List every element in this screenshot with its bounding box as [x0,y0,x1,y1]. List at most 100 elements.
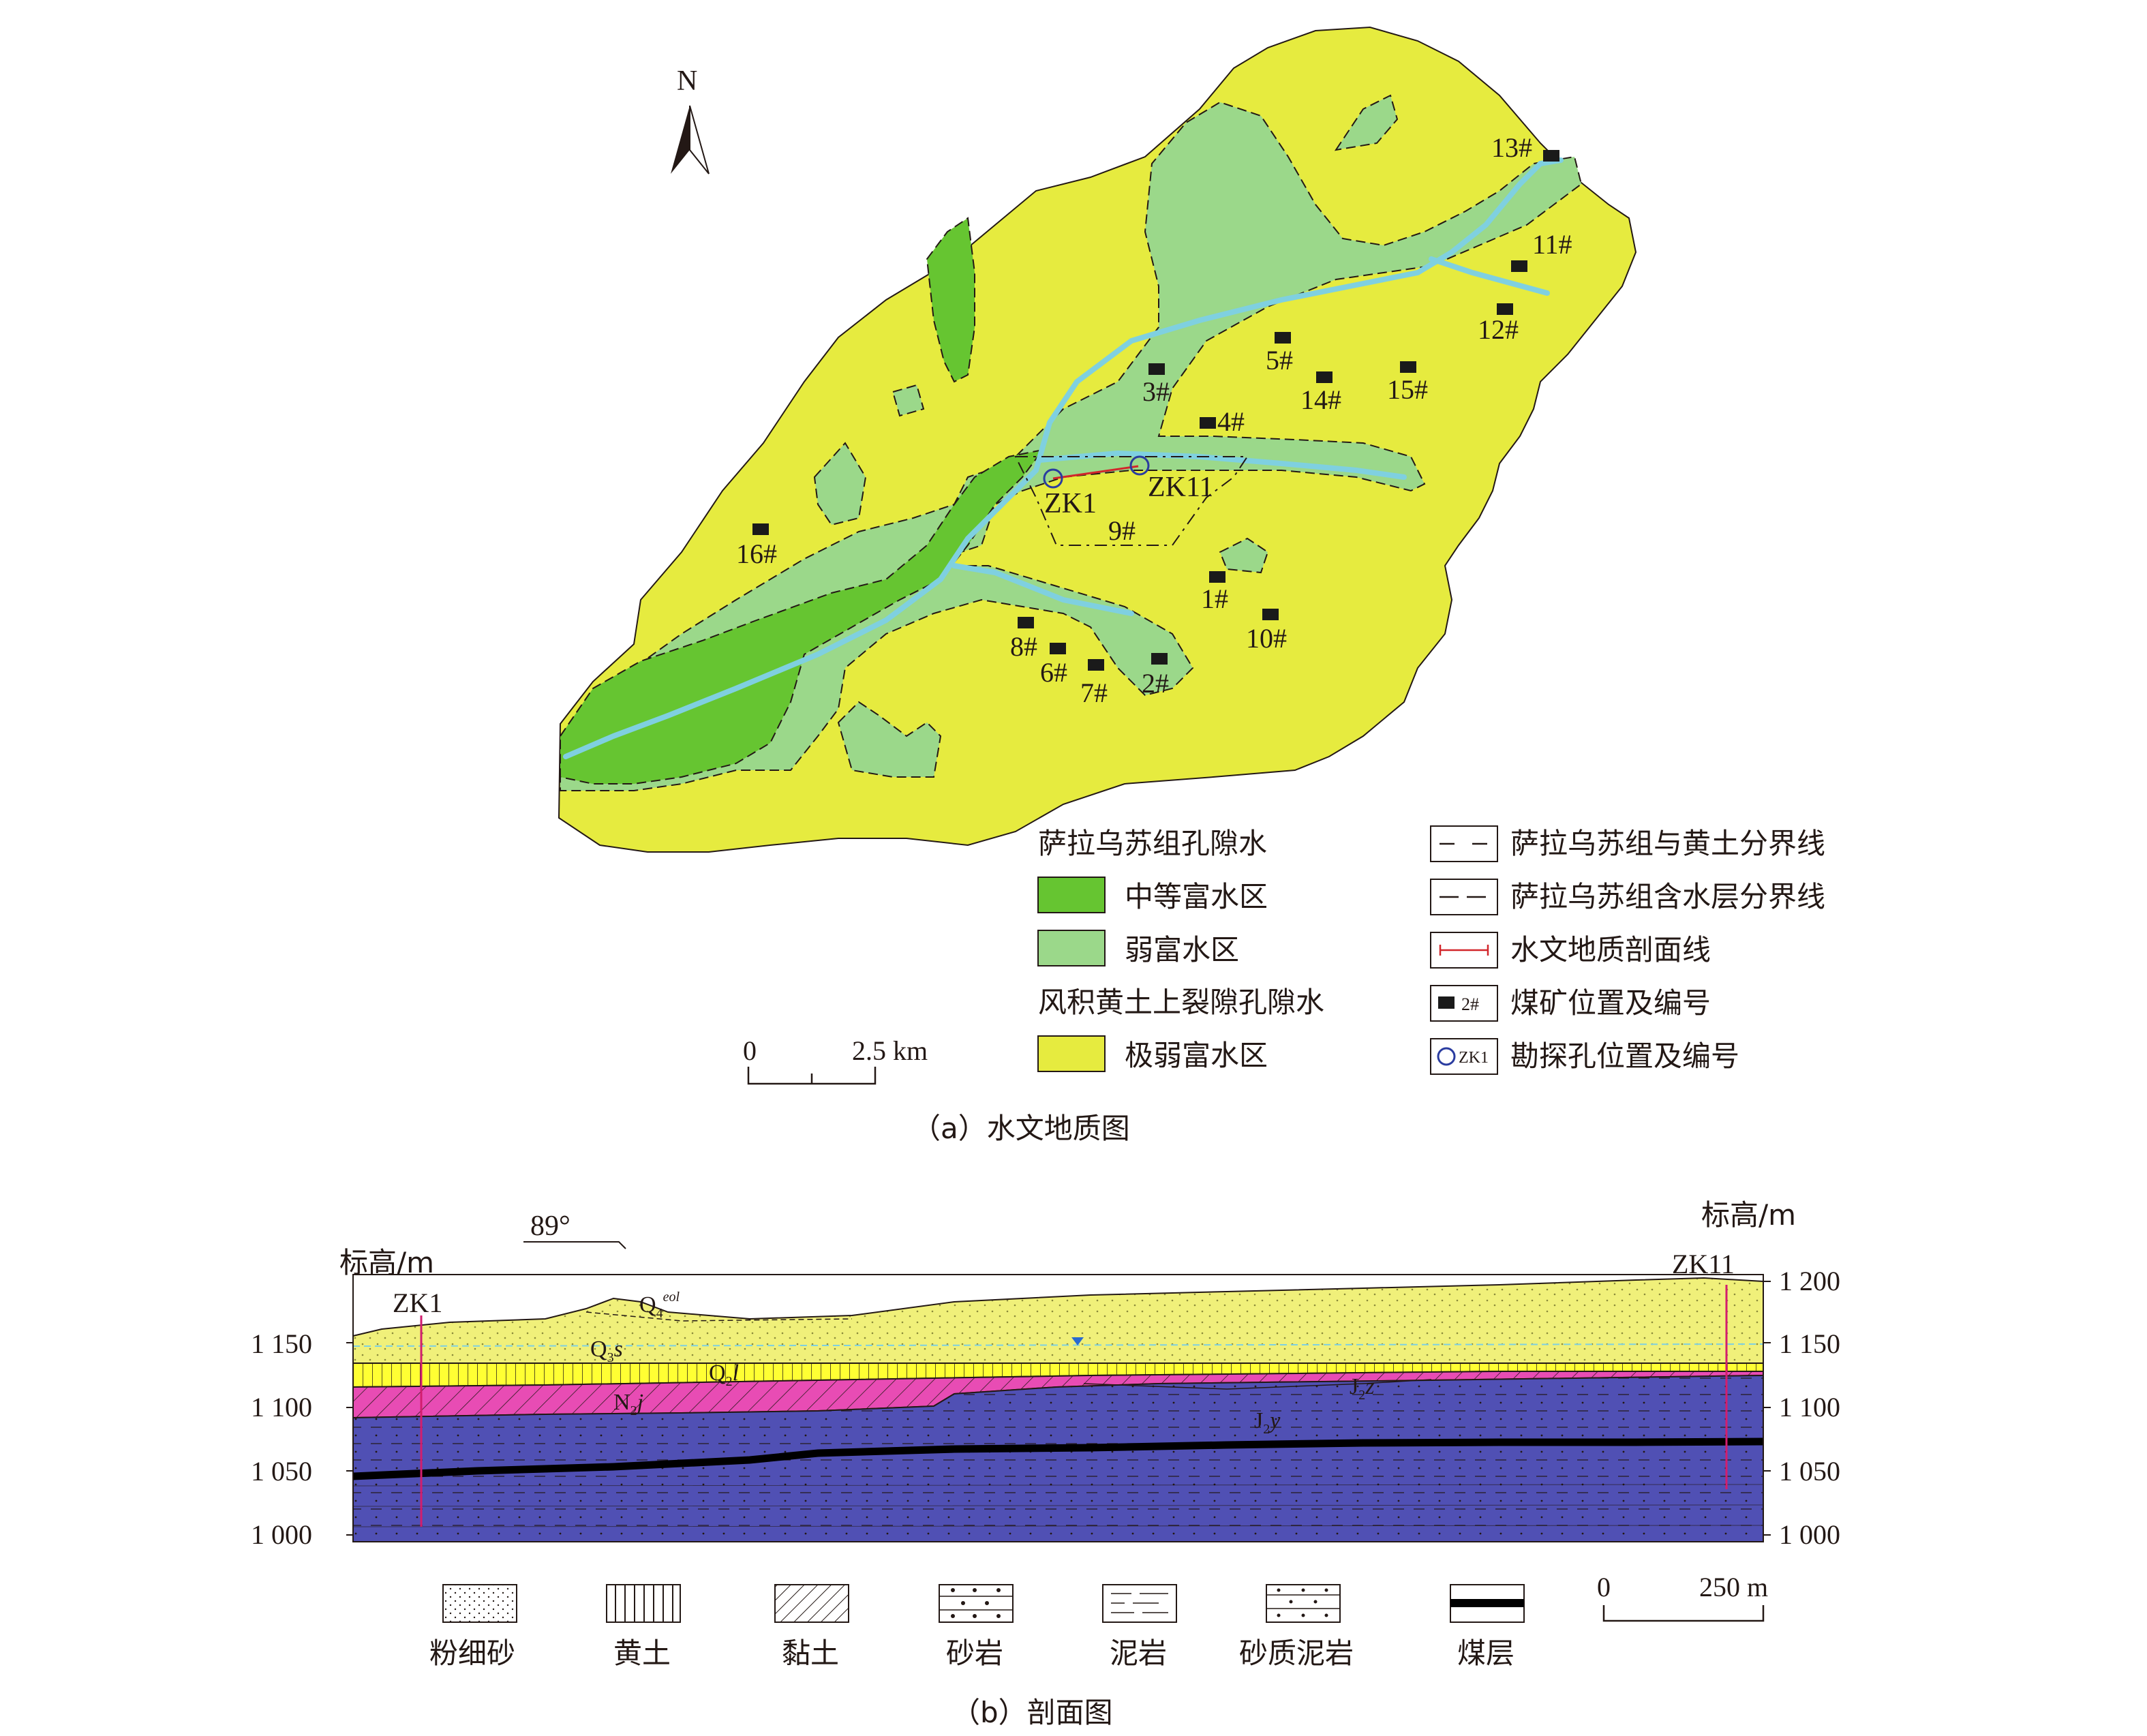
mine-marker [1511,260,1527,272]
mine-label: 4# [1217,406,1245,437]
mine-label: 16# [736,538,777,569]
mine-label: 6# [1040,657,1067,688]
mine-marker [1400,361,1416,373]
mine-label: 8# [1010,631,1037,662]
y-ticks-left: 1 150 1 100 1 050 1 000 [251,1328,312,1550]
mine-label: 3# [1142,376,1170,407]
azimuth-label: 89° [530,1210,570,1242]
y-tick-left: 1 050 [251,1456,312,1487]
lithology-icon-sandy-mudstone [1266,1584,1341,1623]
legend-label-very-weak: 极弱富水区 [1125,1039,1268,1072]
section-scale-bar: 0 250 m [1597,1572,1768,1622]
lithology-label: 砂岩 [946,1636,1003,1670]
cross-section: ZK1 ZK11 Q4eol Q3s Q2l N2j J2z J2y 89° 标… [251,1198,1840,1622]
weak-water-lobe-east [1219,537,1269,574]
section-scale-zero: 0 [1597,1572,1611,1602]
mine-marker [1262,609,1279,620]
weak-water-lobe-small [892,384,925,417]
hydrogeologic-section-line [1052,465,1139,480]
mine-label: 2# [1142,668,1169,699]
mine-marker [1497,303,1513,315]
legend-label-mine: 煤矿位置及编号 [1510,986,1711,1020]
weak-water-lobe-north [1334,94,1399,151]
mine-markers [752,150,1559,671]
borehole-label-zk1: ZK1 [393,1288,442,1318]
mine-marker [1088,659,1104,671]
lithology-label: 煤层 [1457,1636,1514,1670]
mine-marker [1209,571,1225,583]
mine-label: 13# [1491,132,1532,163]
mine-labels: 13# 11# 12# 5# 3# 14# 15# 4# 16# 9# 1# 1… [736,132,1572,708]
borehole-label-zk11: ZK11 [1148,472,1213,503]
legend-left: 萨拉乌苏组孔隙水 中等富水区 弱富水区 风积黄土上裂隙孔隙水 极弱富水区 [1037,827,1324,1072]
map-scale-label: 2.5 km [852,1035,928,1066]
y-tick-right: 1 100 [1779,1392,1840,1422]
y-tick-right: 1 200 [1779,1266,1840,1296]
y-ticks-right: 1 200 1 150 1 100 1 050 1 000 [1779,1266,1840,1550]
legend-label-medium: 中等富水区 [1125,880,1268,913]
unit-label-q3: Q3s [590,1337,623,1365]
lithology-icon-coal [1450,1584,1525,1623]
legend-swatch-very-weak [1037,1035,1106,1072]
mine-label: 10# [1246,623,1287,654]
lithology-icon-mudstone [1102,1584,1177,1623]
mine-label: 9# [1108,515,1136,546]
mine-label: 5# [1266,345,1293,376]
borehole-zk1 [1043,468,1063,489]
legend-label-boundary-aquifer: 萨拉乌苏组含水层分界线 [1510,880,1825,913]
mine-label: 1# [1201,583,1228,614]
coal-seam [352,1437,1764,1480]
legend-swatch-weak [1037,930,1106,966]
y-tick-left: 1 100 [251,1392,312,1422]
north-arrow-icon [671,106,690,174]
mine-marker [752,523,769,535]
y-tick-right: 1 150 [1779,1328,1840,1359]
river [563,157,1564,759]
azimuth-arrow-icon [523,1241,626,1249]
lithology-icon-clay [774,1584,849,1623]
map-scale-bar: 0 2.5 km [743,1035,928,1085]
mine-marker [1148,363,1165,375]
legend-label-weak: 弱富水区 [1125,933,1239,966]
legend-group-pore-water: 萨拉乌苏组孔隙水 [1038,827,1267,860]
weak-water-lobe-south [837,701,942,778]
lithology-label: 黏土 [782,1636,839,1670]
unit-label-n2: N2j [613,1390,643,1418]
y-axis-title-left: 标高/m [339,1246,434,1279]
legend-icon-mine-text: 2# [1461,994,1479,1014]
mine-label: 11# [1532,229,1572,260]
weak-water-lobe-west [813,442,867,526]
legend-icon-borehole-text: ZK1 [1459,1049,1489,1067]
mine-marker [1200,417,1216,429]
legend-label-boundary-loess: 萨拉乌苏组与黄土分界线 [1510,827,1825,860]
legend-icon-mine [1438,996,1455,1009]
river-branch-centre [1037,450,1407,480]
map-caption: （a）水文地质图 [912,1112,1130,1145]
lithology-label: 黄土 [613,1636,671,1670]
unit-labels: Q4eol Q3s Q2l N2j J2z J2y [590,1290,1374,1437]
water-table [352,1343,1764,1347]
mine-marker [1543,150,1559,162]
mine-label: 12# [1478,314,1519,345]
lithology-label: 泥岩 [1110,1636,1167,1670]
unit-label-j2z: J2z [1350,1374,1374,1403]
lithology-icon-silty-sand [442,1584,517,1623]
north-arrow: N [671,65,710,174]
legend-right: 萨拉乌苏组与黄土分界线 萨拉乌苏组含水层分界线 水文地质剖面线 2# 煤矿位置及… [1430,825,1825,1075]
mine-marker [1316,371,1333,383]
borehole-label-zk11: ZK11 [1672,1249,1735,1279]
hydrogeology-map: ZK1 ZK11 13# 11# 12# 5# 3# 14# 15 [558,26,1637,1085]
legend-icon-section-line [1439,945,1489,956]
legend-label-section-line: 水文地质剖面线 [1510,933,1711,966]
mine-marker [1275,332,1291,344]
mine-label: 15# [1387,374,1428,405]
mine-label: 7# [1080,677,1108,708]
mine-marker [1018,617,1034,628]
lithology-icon-loess [606,1584,681,1623]
legend-icon-borehole [1437,1047,1456,1066]
water-table-icon [1071,1337,1084,1345]
lithology-label: 粉细砂 [429,1636,515,1670]
lithology-label: 砂质泥岩 [1239,1636,1354,1670]
mine-marker [1050,643,1066,654]
section-scale-label: 250 m [1699,1572,1768,1602]
